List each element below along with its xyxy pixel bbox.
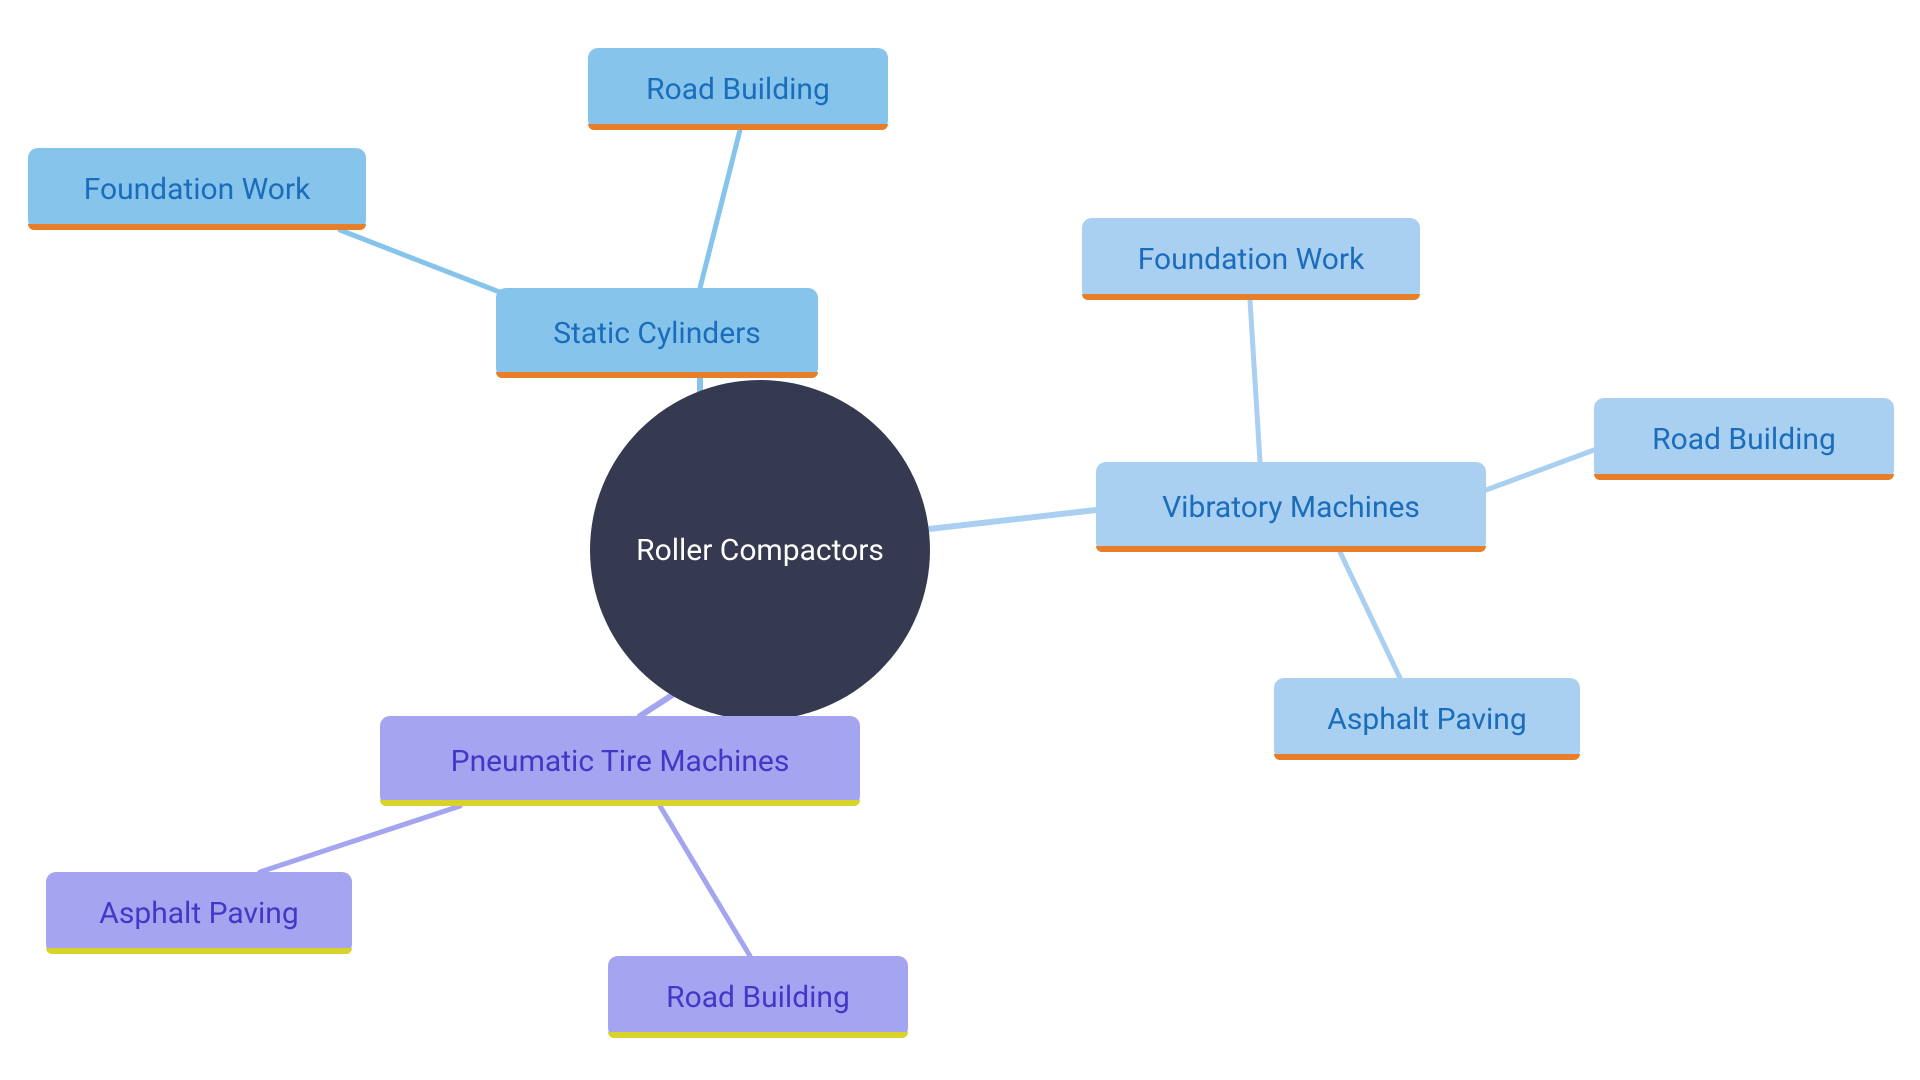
node-label: Road Building [646,72,830,107]
node-vib_asphalt: Asphalt Paving [1274,678,1580,760]
node-static: Static Cylinders [496,288,818,378]
node-underline [1274,754,1580,760]
node-underline [46,948,352,954]
node-pneu_asphalt: Asphalt Paving [46,872,352,954]
edge [700,130,740,288]
node-pneumatic: Pneumatic Tire Machines [380,716,860,806]
node-label: Road Building [666,980,850,1015]
node-label: Foundation Work [1138,242,1365,277]
edge [1250,300,1260,462]
node-underline [588,124,888,130]
node-label: Asphalt Paving [1327,702,1526,737]
node-underline [1082,294,1420,300]
edge [260,806,460,872]
edge [340,230,520,300]
node-underline [1096,546,1486,552]
edge [920,510,1096,530]
edge [1340,552,1400,678]
node-underline [380,800,860,806]
node-label: Vibratory Machines [1162,490,1420,525]
edge [1486,450,1594,490]
node-static_foundation: Foundation Work [28,148,366,230]
node-label: Asphalt Paving [99,896,298,931]
node-underline [1594,474,1894,480]
node-label: Static Cylinders [553,316,761,351]
node-label: Pneumatic Tire Machines [451,744,790,779]
node-label: Road Building [1652,422,1836,457]
diagram-canvas: Roller Compactors Static Cylinders Road Bu… [0,0,1920,1080]
node-vib_foundation: Foundation Work [1082,218,1420,300]
center-node-label: Roller Compactors [636,533,884,568]
center-node: Roller Compactors [590,380,930,720]
node-static_road: Road Building [588,48,888,130]
node-underline [608,1032,908,1038]
node-label: Foundation Work [84,172,311,207]
node-vib_road: Road Building [1594,398,1894,480]
edge [660,806,750,956]
node-underline [496,372,818,378]
node-pneu_road: Road Building [608,956,908,1038]
node-underline [28,224,366,230]
node-vibratory: Vibratory Machines [1096,462,1486,552]
